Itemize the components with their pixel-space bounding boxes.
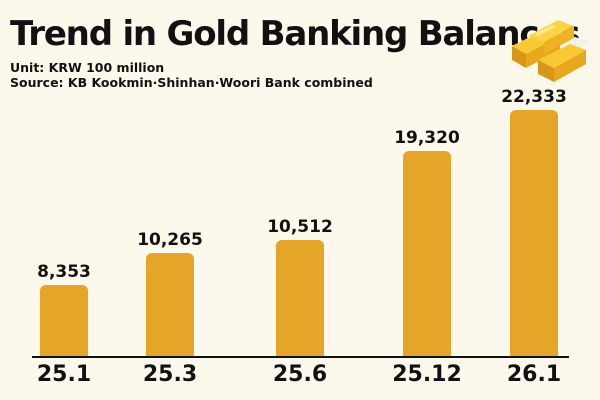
bar-25-1 bbox=[40, 285, 88, 357]
unit-label: Unit: KRW 100 million bbox=[10, 60, 165, 75]
value-label: 10,512 bbox=[267, 217, 333, 237]
bar-25-12 bbox=[403, 151, 451, 357]
value-label: 10,265 bbox=[137, 230, 203, 250]
value-label: 22,333 bbox=[501, 87, 567, 107]
value-label: 19,320 bbox=[394, 128, 460, 148]
category-label: 25.1 bbox=[36, 362, 92, 387]
category-label: 25.3 bbox=[142, 362, 198, 387]
value-label: 8,353 bbox=[37, 262, 91, 282]
source-label: Source: KB Kookmin·Shinhan·Woori Bank co… bbox=[10, 75, 373, 90]
bar-25-6 bbox=[276, 240, 324, 357]
page-title: Trend in Gold Banking Balances bbox=[10, 14, 580, 54]
bar-26-1 bbox=[510, 110, 558, 357]
x-axis-line bbox=[32, 356, 569, 358]
category-label: 26.1 bbox=[506, 362, 562, 387]
category-label: 25.6 bbox=[272, 362, 328, 387]
category-label: 25.12 bbox=[392, 362, 462, 387]
bar-25-3 bbox=[146, 253, 194, 357]
gold-bars-icon bbox=[508, 20, 590, 82]
